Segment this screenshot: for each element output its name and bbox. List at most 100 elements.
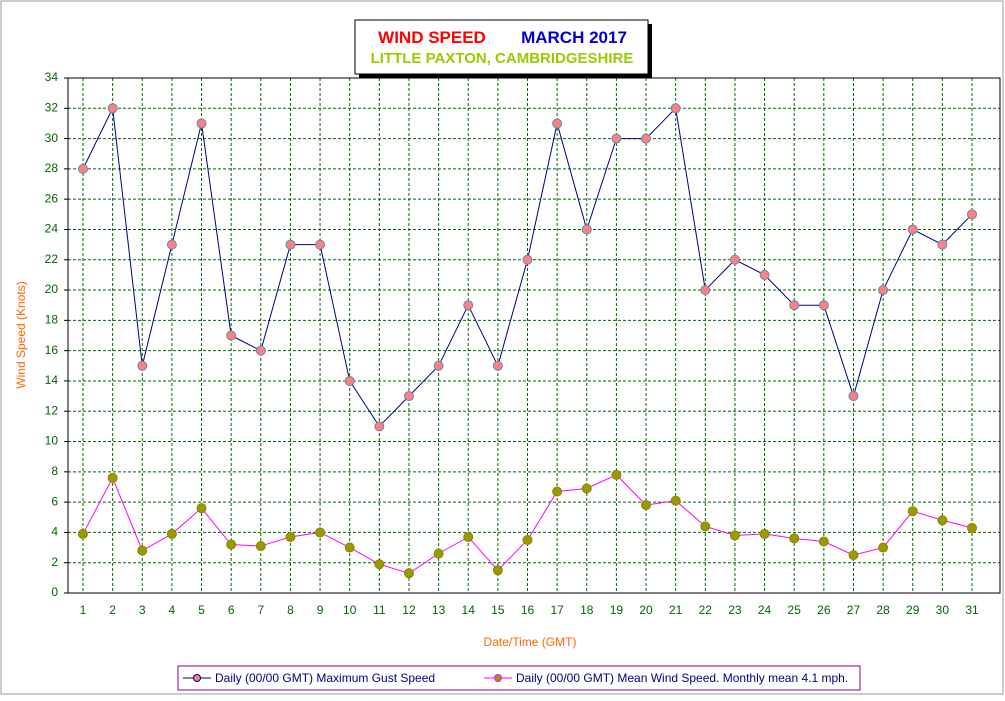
data-point (641, 133, 652, 144)
data-point (403, 391, 414, 402)
y-tick-label: 34 (45, 70, 59, 84)
x-tick-label: 18 (580, 603, 594, 617)
data-point (848, 550, 859, 561)
data-point (907, 506, 918, 517)
x-tick-label: 8 (287, 603, 294, 617)
data-point (818, 300, 829, 311)
data-point (196, 118, 207, 129)
data-point (729, 254, 740, 265)
data-point (907, 224, 918, 235)
x-tick-label: 13 (432, 603, 446, 617)
x-axis-label: Date/Time (GMT) (484, 635, 577, 649)
y-tick-label: 12 (45, 403, 59, 417)
data-point (967, 209, 977, 220)
data-point (700, 285, 711, 296)
plot-area (68, 78, 1000, 593)
y-tick-label: 30 (45, 131, 59, 145)
data-point (789, 300, 800, 311)
data-point (759, 269, 770, 280)
y-axis-label: Wind Speed (Knots) (14, 281, 28, 388)
y-tick-label: 20 (45, 282, 59, 296)
data-point (255, 345, 266, 356)
data-point (433, 548, 444, 559)
y-tick-label: 24 (45, 222, 59, 236)
x-tick-label: 22 (699, 603, 713, 617)
x-tick-label: 11 (373, 603, 386, 617)
data-point (166, 239, 177, 250)
data-point (374, 421, 385, 432)
legend (177, 665, 861, 691)
data-point (759, 528, 770, 539)
x-tick-label: 29 (906, 603, 920, 617)
data-point (255, 541, 266, 552)
y-tick-label: 16 (45, 343, 59, 357)
x-tick-label: 5 (198, 603, 205, 617)
y-tick-label: 4 (51, 525, 58, 539)
x-tick-label: 14 (462, 603, 476, 617)
data-point (670, 103, 681, 114)
chart-title: WIND SPEED (378, 28, 486, 47)
chart-title-date: MARCH 2017 (521, 28, 627, 47)
x-tick-label: 12 (402, 603, 416, 617)
data-point (433, 360, 444, 371)
y-tick-label: 2 (51, 555, 58, 569)
data-point (315, 239, 326, 250)
x-tick-label: 31 (965, 603, 979, 617)
data-point (522, 534, 533, 545)
data-point (789, 533, 800, 544)
data-point (522, 254, 533, 265)
y-tick-label: 22 (45, 252, 59, 266)
x-tick-label: 3 (139, 603, 146, 617)
x-tick-label: 26 (817, 603, 831, 617)
legend-marker (494, 674, 502, 682)
data-point (463, 300, 474, 311)
data-point (137, 545, 148, 556)
y-tick-label: 10 (45, 434, 59, 448)
x-tick-label: 4 (169, 603, 176, 617)
data-point (611, 469, 622, 480)
data-point (137, 360, 148, 371)
data-point (492, 360, 503, 371)
y-tick-label: 0 (51, 585, 58, 599)
x-tick-label: 27 (847, 603, 861, 617)
x-tick-label: 23 (728, 603, 742, 617)
data-point (463, 531, 474, 542)
data-point (374, 559, 385, 570)
data-point (492, 565, 503, 576)
y-tick-label: 6 (51, 494, 58, 508)
data-point (226, 539, 237, 550)
plot-border (67, 77, 1001, 594)
y-tick-label: 18 (45, 313, 59, 327)
x-tick-label: 6 (228, 603, 235, 617)
x-tick-label: 9 (317, 603, 324, 617)
data-point (967, 522, 977, 533)
data-point (344, 375, 355, 386)
y-tick-label: 32 (45, 100, 59, 114)
x-tick-label: 17 (550, 603, 564, 617)
data-point (641, 500, 652, 511)
data-point (700, 521, 711, 532)
data-point (285, 531, 296, 542)
y-tick-label: 8 (51, 464, 58, 478)
data-point (848, 391, 859, 402)
x-tick-label: 2 (109, 603, 116, 617)
data-point (196, 503, 207, 514)
x-tick-label: 21 (669, 603, 683, 617)
x-tick-label: 1 (80, 603, 87, 617)
data-point (107, 472, 118, 483)
x-tick-label: 15 (491, 603, 505, 617)
y-tick-label: 26 (45, 191, 59, 205)
data-point (611, 133, 622, 144)
data-point (166, 528, 177, 539)
data-point (937, 515, 948, 526)
data-point (403, 568, 414, 579)
x-tick-label: 24 (758, 603, 772, 617)
data-point (878, 285, 889, 296)
x-tick-label: 25 (788, 603, 802, 617)
data-point (937, 239, 948, 250)
y-tick-label: 14 (45, 373, 59, 387)
data-point (285, 239, 296, 250)
data-point (344, 542, 355, 553)
y-tick-label: 28 (45, 161, 59, 175)
